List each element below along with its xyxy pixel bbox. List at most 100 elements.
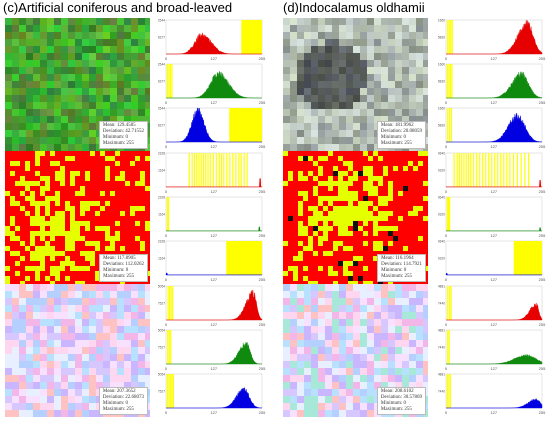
image-pixel-block	[367, 130, 374, 137]
image-pixel-block	[80, 261, 85, 266]
image-pixel-block	[40, 95, 47, 102]
image-pixel-block	[55, 261, 60, 266]
image-pixel-block	[393, 216, 398, 221]
x-tick-label: 255	[259, 322, 266, 327]
image-pixel-block	[318, 196, 323, 201]
image-pixel-block	[5, 176, 10, 181]
image-pixel-block	[423, 46, 428, 53]
threshold-line	[448, 330, 450, 364]
image-pixel-block	[82, 396, 89, 403]
image-pixel-block	[403, 171, 408, 176]
image-pixel-block	[68, 298, 75, 305]
y-tick-label: 6295054	[158, 373, 165, 377]
image-pixel-block	[328, 186, 333, 191]
image-pixel-block	[130, 231, 135, 236]
image-pixel-block	[395, 340, 402, 347]
image-pixel-block	[20, 231, 25, 236]
image-pixel-block	[333, 221, 338, 226]
image-pixel-block	[338, 161, 343, 166]
image-pixel-block	[60, 236, 65, 241]
image-pixel-block	[145, 326, 150, 333]
image-pixel-block	[297, 116, 304, 123]
image-pixel-block	[105, 176, 110, 181]
image-pixel-block	[318, 81, 325, 88]
image-pixel-block	[61, 144, 68, 151]
image-pixel-block	[145, 216, 150, 221]
image-pixel-block	[68, 368, 75, 375]
image-pixel-block	[10, 191, 15, 196]
x-tick-label: 255	[259, 144, 266, 149]
image-pixel-block	[353, 176, 358, 181]
image-pixel-block	[12, 375, 19, 382]
image-pixel-block	[381, 347, 388, 354]
image-pixel-block	[80, 166, 85, 171]
image-pixel-block	[61, 123, 68, 130]
image-pixel-block	[96, 74, 103, 81]
image-pixel-block	[75, 156, 80, 161]
image-pixel-block	[333, 241, 338, 246]
image-pixel-block	[54, 67, 61, 74]
image-pixel-block	[358, 256, 363, 261]
image-pixel-block	[45, 251, 50, 256]
image-pixel-block	[145, 191, 150, 196]
image-pixel-block	[325, 326, 332, 333]
image-pixel-block	[393, 161, 398, 166]
image-pixel-block	[383, 176, 388, 181]
image-pixel-block	[47, 39, 54, 46]
image-pixel-block	[338, 251, 343, 256]
x-tick-label: 0	[445, 56, 448, 61]
image-pixel-block	[409, 67, 416, 74]
image-pixel-block	[353, 206, 358, 211]
image-pixel-block	[40, 291, 47, 298]
image-pixel-block	[328, 276, 333, 281]
image-pixel-block	[388, 201, 393, 206]
image-pixel-block	[367, 396, 374, 403]
image-pixel-block	[12, 32, 19, 39]
image-pixel-block	[40, 166, 45, 171]
image-pixel-block	[408, 166, 413, 171]
image-pixel-block	[45, 216, 50, 221]
image-pixel-block	[328, 241, 333, 246]
image-pixel-block	[288, 251, 293, 256]
image-pixel-block	[26, 74, 33, 81]
image-pixel-block	[10, 266, 15, 271]
image-pixel-block	[10, 221, 15, 226]
image-pixel-block	[398, 251, 403, 256]
image-pixel-block	[339, 375, 346, 382]
image-pixel-block	[47, 375, 54, 382]
image-pixel-block	[145, 206, 150, 211]
image-pixel-block	[339, 389, 346, 396]
image-pixel-block	[308, 211, 313, 216]
image-pixel-block	[283, 109, 290, 116]
image-pixel-block	[374, 95, 381, 102]
image-pixel-block	[290, 410, 297, 417]
image-pixel-block	[338, 246, 343, 251]
image-pixel-block	[297, 291, 304, 298]
image-pixel-block	[374, 305, 381, 312]
image-pixel-block	[45, 261, 50, 266]
image-pixel-block	[409, 32, 416, 39]
image-pixel-block	[383, 221, 388, 226]
threshold-band	[226, 241, 262, 275]
image-pixel-block	[308, 271, 313, 276]
image-pixel-block	[70, 241, 75, 246]
image-pixel-block	[308, 176, 313, 181]
image-pixel-block	[290, 137, 297, 144]
image-pixel-block	[388, 95, 395, 102]
image-pixel-block	[353, 186, 358, 191]
image-pixel-block	[30, 206, 35, 211]
image-pixel-block	[40, 326, 47, 333]
image-pixel-block	[403, 196, 408, 201]
image-pixel-block	[55, 241, 60, 246]
image-pixel-block	[55, 166, 60, 171]
image-pixel-block	[325, 102, 332, 109]
image-pixel-block	[117, 340, 124, 347]
image-pixel-block	[33, 67, 40, 74]
image-pixel-block	[19, 32, 26, 39]
image-pixel-block	[117, 25, 124, 32]
image-pixel-block	[5, 181, 10, 186]
image-pixel-block	[68, 382, 75, 389]
image-pixel-block	[85, 221, 90, 226]
image-pixel-block	[367, 116, 374, 123]
image-pixel-block	[103, 298, 110, 305]
